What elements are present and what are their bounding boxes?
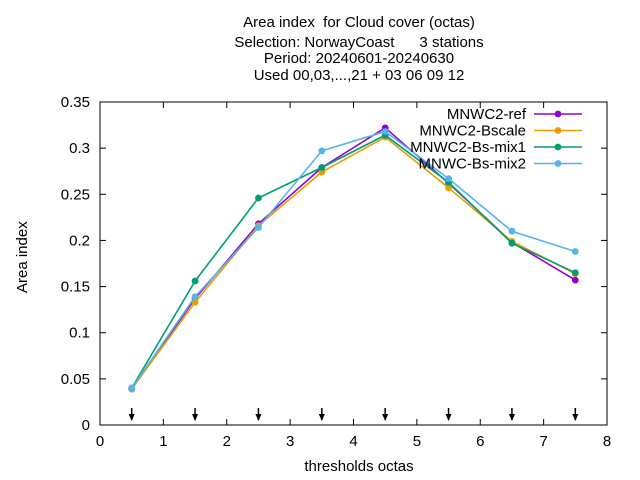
series-line bbox=[131, 130, 576, 389]
legend-swatch-marker bbox=[554, 127, 562, 134]
legend-swatch-marker bbox=[554, 160, 562, 167]
plot-frame bbox=[99, 101, 608, 426]
title-line-4: Used 00,03,...,21 + 03 06 09 12 bbox=[253, 67, 465, 84]
x-tick-label: 6 bbox=[476, 433, 484, 450]
threshold-arrow bbox=[192, 408, 199, 421]
y-tick-label: 0.35 bbox=[61, 94, 90, 111]
legend-swatch-marker bbox=[554, 110, 562, 118]
legend: MNWC2-refMNWC2-BscaleMNWC2-Bs-mix1MNWC-B… bbox=[410, 106, 582, 173]
threshold-arrow-head bbox=[255, 414, 262, 421]
threshold-arrow bbox=[382, 408, 389, 421]
series-4 bbox=[128, 128, 579, 392]
y-tick-label: 0.1 bbox=[69, 325, 90, 342]
x-tick-label: 7 bbox=[539, 433, 547, 450]
threshold-arrow-head bbox=[508, 414, 515, 421]
x-axis-label: thresholds octas bbox=[304, 458, 414, 475]
legend-entry: MNWC2-Bs-mix1 bbox=[410, 139, 582, 156]
data-point bbox=[191, 277, 199, 285]
threshold-arrow-head bbox=[572, 414, 579, 421]
threshold-arrow bbox=[318, 408, 325, 421]
threshold-arrow-head bbox=[128, 414, 135, 421]
threshold-arrow bbox=[128, 408, 135, 421]
title-line-3: Period: 20240601-20240630 bbox=[263, 50, 455, 67]
data-point bbox=[191, 293, 199, 301]
data-point bbox=[445, 175, 452, 182]
y-tick-label: 0 bbox=[82, 417, 90, 434]
legend-entry: MNWC-Bs-mix2 bbox=[419, 156, 582, 173]
series-line bbox=[131, 134, 576, 389]
data-point bbox=[128, 384, 136, 392]
y-tick-label: 0.25 bbox=[61, 186, 90, 203]
x-tick-label: 3 bbox=[286, 433, 294, 450]
data-point bbox=[318, 147, 326, 155]
legend-label: MNWC2-ref bbox=[447, 106, 527, 123]
data-point bbox=[318, 164, 326, 171]
data-point bbox=[571, 269, 579, 277]
data-point bbox=[381, 128, 389, 135]
data-point bbox=[255, 224, 262, 231]
y-tick-label: 0.2 bbox=[69, 232, 90, 249]
y-tick-label: 0.3 bbox=[69, 140, 90, 157]
threshold-arrow bbox=[572, 408, 579, 421]
threshold-arrow-head bbox=[192, 414, 199, 421]
y-axis-label: Area index bbox=[14, 221, 31, 293]
threshold-arrow-head bbox=[318, 414, 325, 421]
data-point bbox=[508, 227, 516, 235]
x-tick-label: 4 bbox=[349, 433, 357, 450]
threshold-arrow-head bbox=[445, 414, 452, 421]
y-tick-label: 0.05 bbox=[61, 371, 90, 388]
legend-entry: MNWC2-Bscale bbox=[419, 123, 582, 140]
x-tick-label: 2 bbox=[223, 433, 231, 450]
threshold-arrow-head bbox=[382, 414, 389, 421]
x-tick-label: 1 bbox=[159, 433, 167, 450]
x-tick-label: 0 bbox=[96, 433, 104, 450]
legend-entry: MNWC2-ref bbox=[447, 106, 582, 123]
data-point bbox=[571, 248, 579, 255]
series-group bbox=[128, 124, 579, 393]
threshold-arrow bbox=[508, 408, 515, 421]
data-point bbox=[255, 194, 262, 202]
y-tick-label: 0.15 bbox=[61, 279, 90, 296]
series-line bbox=[131, 136, 576, 390]
x-tick-label: 8 bbox=[603, 433, 611, 450]
legend-label: MNWC2-Bs-mix1 bbox=[410, 139, 526, 156]
legend-label: MNWC2-Bscale bbox=[419, 123, 526, 140]
axes: 0 1 2 3 4 5 6 7 8 0 0.05 0.1 0.15 0.2 0.25 0.3 0.35 bbox=[61, 94, 611, 450]
threshold-arrow bbox=[445, 408, 452, 421]
legend-swatch-marker bbox=[554, 143, 562, 151]
threshold-arrow bbox=[255, 408, 262, 421]
title-line-2: Selection: NorwayCoast 3 stations bbox=[234, 34, 484, 51]
data-point bbox=[571, 276, 579, 284]
data-point bbox=[445, 184, 452, 192]
data-point bbox=[508, 239, 516, 247]
title-line-1: Area index for Cloud cover (octas) bbox=[243, 14, 475, 31]
x-tick-label: 5 bbox=[413, 433, 421, 450]
threshold-arrows bbox=[128, 408, 579, 421]
legend-label: MNWC-Bs-mix2 bbox=[419, 156, 526, 173]
